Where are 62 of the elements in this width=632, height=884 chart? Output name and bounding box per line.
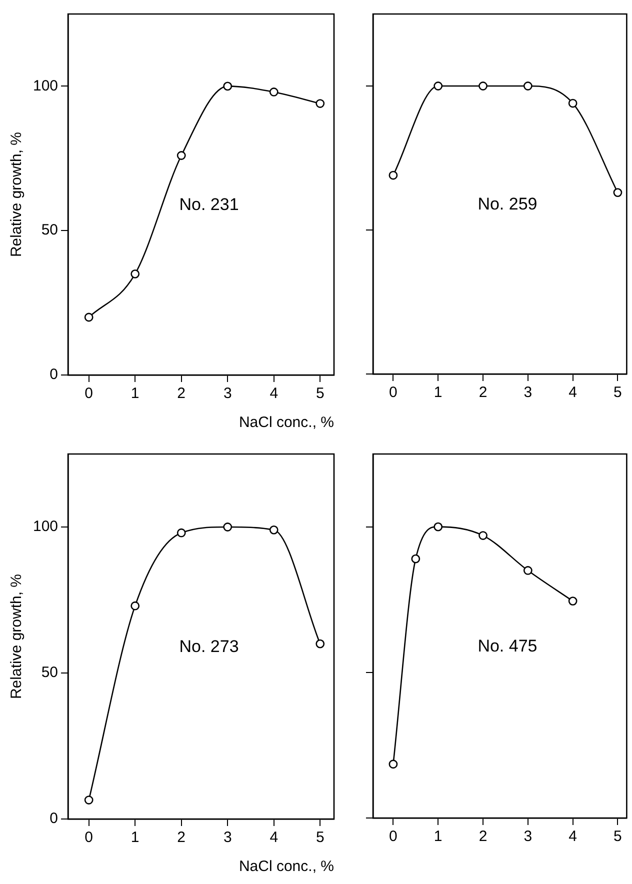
x-tick-label: 5 (316, 385, 324, 402)
y-tick-label: 100 (32, 518, 58, 536)
x-tick-label: 3 (223, 829, 232, 846)
text: No. 231 (179, 195, 239, 214)
point (434, 522, 443, 532)
point (316, 99, 325, 108)
text: No. 259 (478, 194, 538, 214)
point (568, 596, 578, 606)
point (411, 554, 420, 564)
x-tick-label: 1 (130, 385, 140, 402)
x-tick-label: 0 (389, 384, 398, 402)
x-tick-label: 4 (270, 829, 278, 846)
point (388, 760, 398, 769)
point (223, 522, 232, 532)
x-tick-label: 2 (478, 828, 488, 846)
point (176, 528, 186, 538)
y-axis-title: Relative growth, % (8, 574, 26, 700)
x-tick-label: 5 (316, 829, 324, 846)
x-tick-label: 1 (434, 828, 442, 846)
point (176, 151, 186, 160)
x-tick-label: 2 (177, 829, 186, 846)
x-axis-title: NaCl conc., % (238, 414, 334, 432)
point (388, 170, 398, 180)
point (523, 82, 532, 90)
point (434, 82, 443, 90)
point (269, 88, 278, 96)
x-tick-label: 0 (84, 829, 94, 846)
point (478, 82, 488, 90)
point (130, 601, 140, 610)
x-tick-label: 5 (614, 384, 622, 402)
x-tick-label: 3 (524, 828, 532, 846)
text: No. 273 (179, 637, 239, 656)
y-axis-title: Relative growth, % (8, 132, 26, 258)
x-tick-label: 2 (177, 385, 186, 402)
point (130, 269, 140, 278)
x-tick-label: 5 (614, 828, 622, 846)
point (568, 98, 578, 108)
point (84, 796, 94, 804)
point (269, 525, 278, 534)
point (223, 82, 232, 91)
y-tick-label: 0 (50, 366, 58, 384)
x-tick-label: 4 (568, 828, 577, 846)
x-tick-label: 0 (389, 828, 398, 846)
x-tick-label: 4 (270, 385, 278, 402)
point (523, 566, 532, 575)
y-tick-label: 0 (50, 810, 58, 828)
x-tick-label: 3 (223, 385, 232, 402)
y-tick-label: 50 (41, 222, 58, 239)
point (316, 639, 325, 648)
x-tick-label: 1 (434, 384, 442, 402)
x-tick-label: 4 (568, 384, 577, 402)
text: No. 475 (478, 636, 538, 656)
y-tick-label: 50 (41, 664, 58, 682)
y-tick-label: 100 (32, 77, 58, 94)
x-tick-label: 0 (84, 385, 94, 402)
x-axis-title: NaCl conc., % (238, 858, 334, 876)
x-tick-label: 2 (478, 384, 488, 402)
point (613, 188, 622, 198)
point (84, 312, 94, 322)
x-tick-label: 1 (130, 829, 140, 846)
x-tick-label: 3 (524, 384, 532, 402)
point (478, 531, 488, 540)
